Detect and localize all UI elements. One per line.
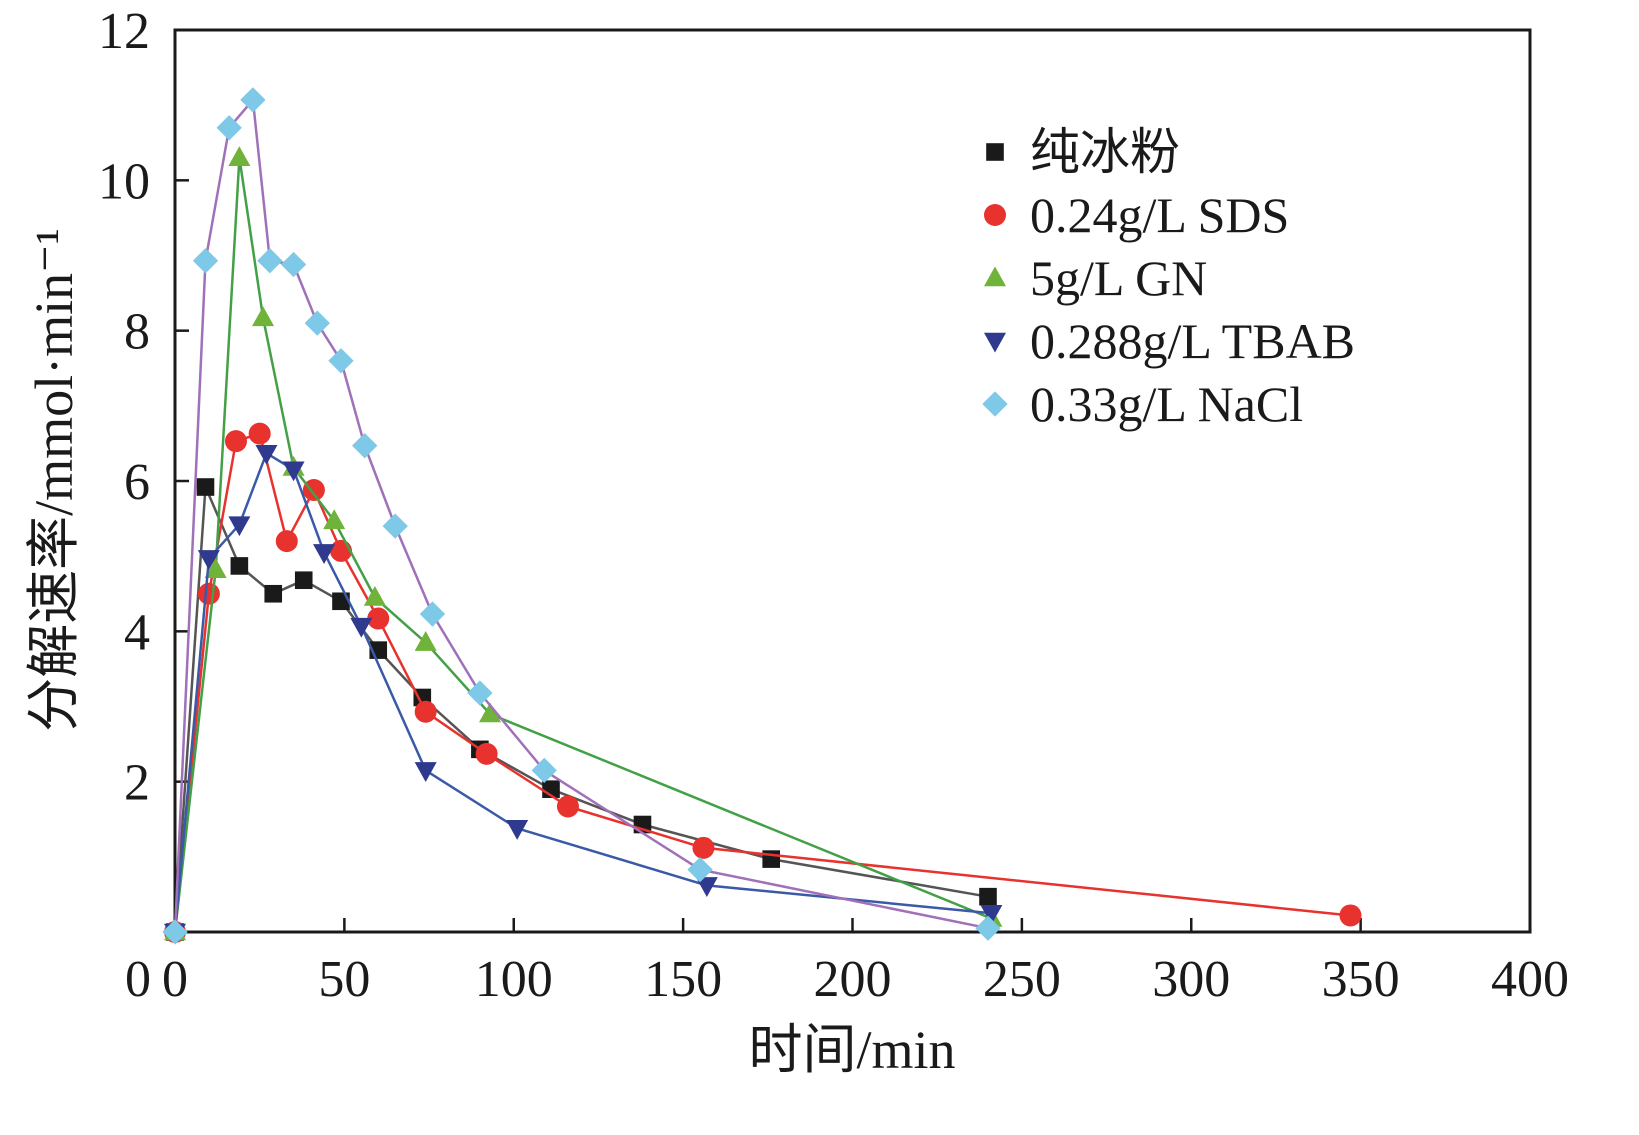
data-point — [350, 617, 373, 638]
x-tick-label: 400 — [1491, 951, 1569, 1008]
data-point — [979, 887, 997, 906]
y-tick-label: 4 — [124, 604, 150, 661]
data-point — [302, 479, 325, 502]
legend-label: 0.33g/L NaCl — [1030, 376, 1303, 432]
legend-item: 0.33g/L NaCl — [982, 376, 1303, 432]
legend-label: 0.24g/L SDS — [1030, 187, 1289, 243]
y-tick-label: 8 — [124, 304, 150, 361]
data-point — [329, 539, 352, 562]
x-tick-label: 300 — [1152, 951, 1230, 1008]
y-origin-label: 0 — [125, 951, 151, 1008]
data-point — [240, 87, 266, 113]
legend-label: 纯冰粉 — [1030, 124, 1180, 180]
axis-tick-labels: 0 50 100 150 200 250 300 350 400 2 4 6 8 10 12 0 — [98, 3, 1569, 1008]
data-point — [192, 248, 219, 274]
data-point — [304, 310, 330, 336]
data-point — [479, 702, 502, 723]
data-point — [282, 461, 305, 482]
data-point — [294, 571, 313, 590]
y-tick-label: 12 — [98, 3, 150, 60]
data-point — [467, 680, 493, 706]
data-point — [414, 631, 437, 651]
series-line — [173, 98, 989, 933]
data-point — [352, 433, 378, 459]
data-point — [414, 762, 437, 782]
data-point — [762, 850, 780, 868]
x-tick-label: 0 — [162, 951, 188, 1008]
data-point — [475, 742, 498, 765]
data-point — [367, 607, 390, 630]
data-point — [228, 146, 251, 167]
data-point — [1339, 904, 1362, 927]
data-point — [363, 585, 386, 606]
data-point — [323, 509, 346, 530]
data-point — [257, 248, 283, 274]
data-point — [419, 601, 446, 627]
y-tick-label: 10 — [98, 153, 150, 210]
data-point — [275, 530, 298, 553]
data-point — [197, 550, 220, 570]
legend-marker — [984, 332, 1006, 353]
data-point — [230, 557, 249, 575]
data-point — [228, 516, 251, 537]
data-point — [162, 919, 188, 945]
data-point — [414, 700, 437, 723]
data-point — [382, 513, 408, 539]
x-tick-label: 250 — [983, 951, 1061, 1008]
y-tick-label: 6 — [124, 454, 150, 511]
data-point — [264, 584, 283, 603]
series-line — [173, 156, 992, 933]
data-point — [252, 306, 275, 327]
y-axis-title: 分解速率/mmol·min⁻¹ — [24, 228, 84, 732]
series-line — [173, 451, 992, 933]
data-point — [216, 115, 242, 141]
legend-label: 5g/L GN — [1030, 250, 1207, 306]
series-layer — [162, 87, 1362, 945]
legend-marker — [984, 266, 1006, 287]
axis-ticks — [175, 179, 1362, 932]
data-point — [204, 558, 227, 578]
x-tick-label: 350 — [1322, 951, 1400, 1008]
legend-item: 纯冰粉 — [986, 124, 1180, 180]
x-tick-label: 150 — [644, 951, 722, 1008]
data-point — [692, 836, 715, 859]
legend-marker — [986, 143, 1004, 161]
data-point — [255, 444, 278, 465]
legend-label: 0.288g/L TBAB — [1030, 313, 1355, 369]
y-tick-label: 2 — [124, 755, 150, 812]
data-point — [975, 915, 1001, 941]
legend: 纯冰粉 0.24g/L SDS 5g/L GN 0.288g/L TBAB 0.33g/… — [982, 124, 1355, 432]
data-point — [531, 757, 557, 784]
data-point — [687, 856, 713, 883]
legend-item: 0.288g/L TBAB — [984, 313, 1355, 369]
legend-marker — [982, 391, 1008, 417]
series-4 — [162, 87, 1001, 945]
x-tick-label: 100 — [475, 951, 553, 1008]
data-point — [556, 795, 579, 818]
data-point — [980, 904, 1003, 925]
data-point — [695, 877, 718, 897]
data-point — [248, 422, 271, 445]
series-3 — [164, 444, 1003, 944]
x-tick-label: 200 — [814, 951, 892, 1008]
data-point — [196, 478, 215, 496]
data-point — [313, 544, 336, 564]
data-point — [280, 251, 307, 278]
legend-marker — [984, 204, 1006, 226]
data-point — [506, 820, 529, 840]
x-tick-label: 50 — [318, 951, 370, 1008]
data-point — [197, 582, 220, 605]
legend-item: 5g/L GN — [984, 250, 1207, 306]
data-point — [328, 348, 354, 374]
data-point — [224, 430, 247, 453]
x-axis-title: 时间/min — [748, 1020, 955, 1080]
data-point — [332, 592, 350, 611]
legend-item: 0.24g/L SDS — [984, 187, 1289, 243]
